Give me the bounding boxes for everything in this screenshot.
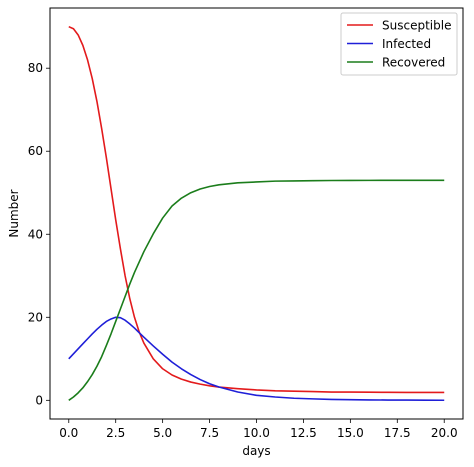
y-tick-label: 80 <box>28 61 43 75</box>
legend-label-infected: Infected <box>382 37 431 51</box>
y-axis: 0 20 40 60 80 <box>28 61 50 407</box>
x-tick-label: 10.0 <box>243 426 270 440</box>
series-layer <box>68 25 445 402</box>
series-line-susceptible <box>68 25 445 394</box>
legend: Susceptible Infected Recovered <box>340 12 458 76</box>
legend-label-susceptible: Susceptible <box>382 19 451 33</box>
y-tick-label: 0 <box>35 393 43 407</box>
x-tick-label: 15.0 <box>337 426 364 440</box>
x-tick-label: 5.0 <box>153 426 172 440</box>
y-tick-label: 40 <box>28 227 43 241</box>
x-axis: 0.0 2.5 5.0 7.5 10.0 12.5 15.0 17.5 20.0 <box>59 419 458 440</box>
series-line-infected <box>68 316 445 402</box>
y-tick-label: 20 <box>28 310 43 324</box>
x-tick-label: 7.5 <box>200 426 219 440</box>
x-axis-label: days <box>242 444 270 458</box>
y-tick-label: 60 <box>28 144 43 158</box>
x-tick-label: 12.5 <box>290 426 317 440</box>
series-line-recovered <box>68 179 445 401</box>
x-tick-label: 0.0 <box>59 426 78 440</box>
x-tick-label: 17.5 <box>384 426 411 440</box>
x-tick-label: 20.0 <box>431 426 458 440</box>
legend-box <box>340 12 458 76</box>
x-tick-label: 2.5 <box>106 426 125 440</box>
legend-label-recovered: Recovered <box>382 56 445 70</box>
y-axis-label: Number <box>7 189 21 237</box>
